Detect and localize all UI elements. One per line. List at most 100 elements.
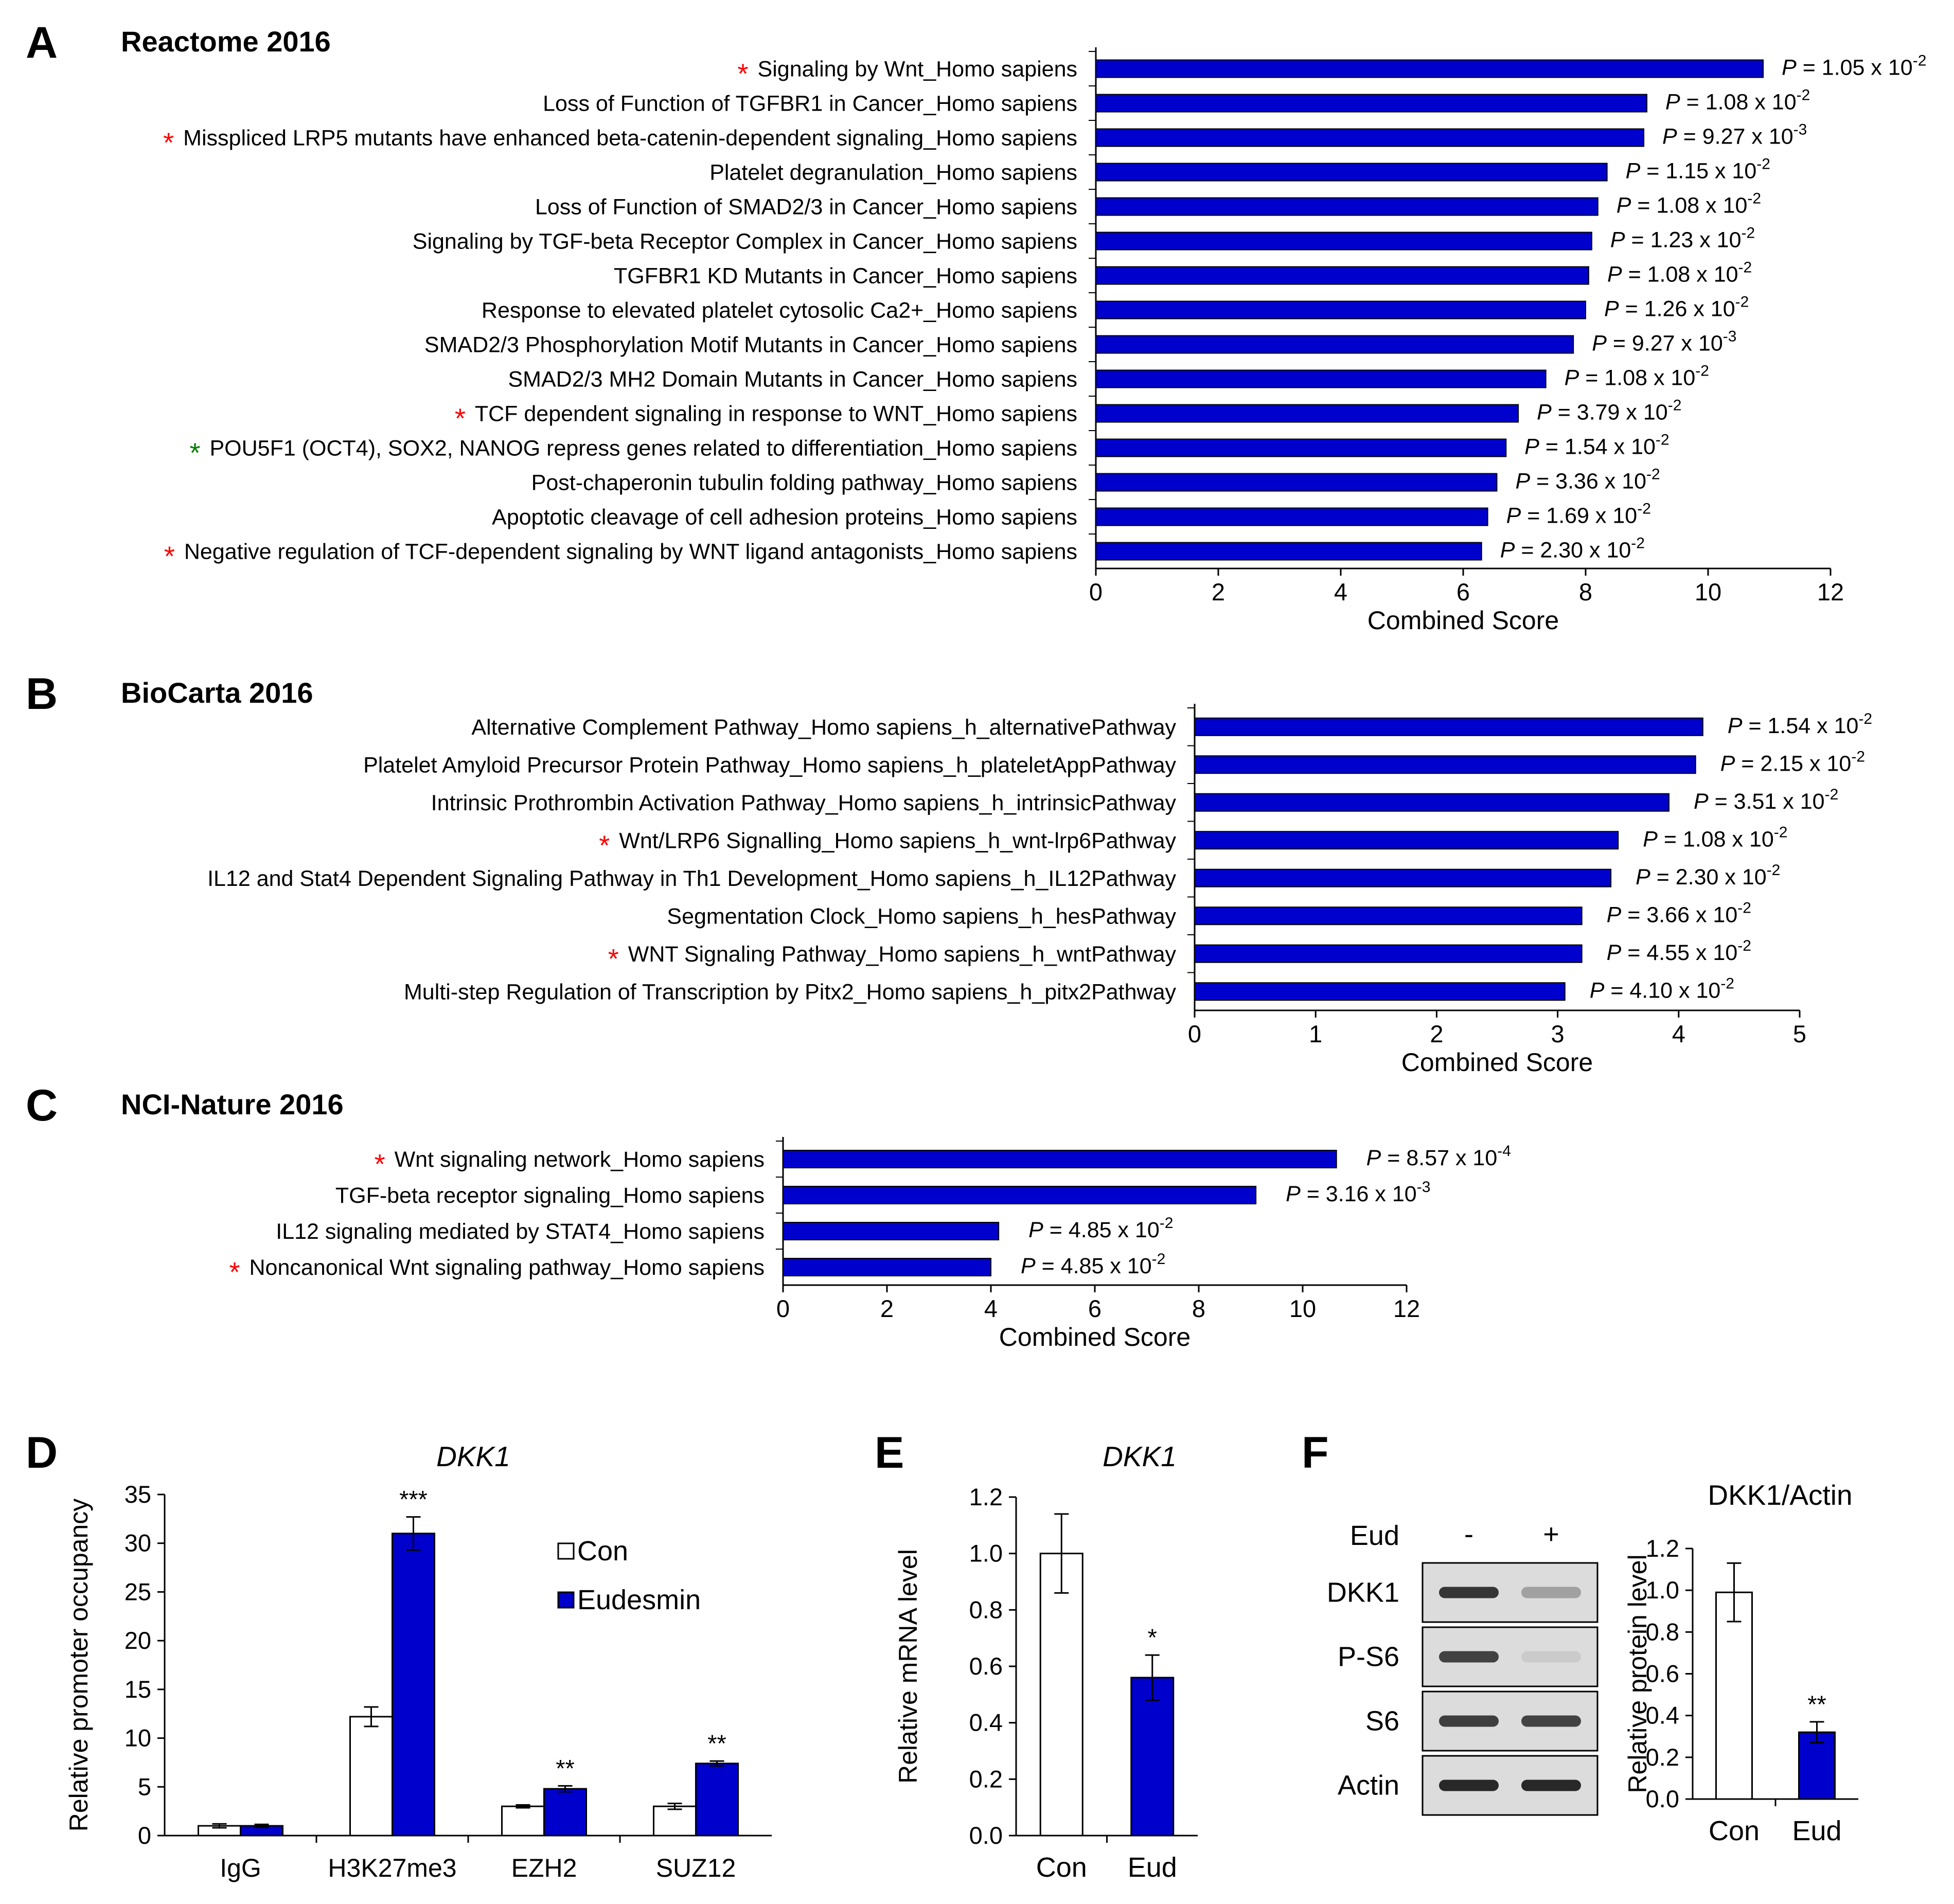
blot-lane-sign: + bbox=[1543, 1519, 1559, 1550]
x-tick-label: 6 bbox=[1456, 578, 1470, 606]
bar-con bbox=[501, 1805, 545, 1837]
p-value-label: P = 1.05 x 10-2 bbox=[1782, 52, 1926, 80]
category-label: Segmentation Clock_Homo sapiens_h_hesPat… bbox=[667, 904, 1176, 929]
panel-letter-b: B bbox=[26, 669, 58, 719]
blot-band bbox=[1439, 1587, 1499, 1598]
x-tick-label: 1 bbox=[1309, 1020, 1322, 1047]
category-label: POU5F1 (OCT4), SOX2, NANOG repress genes… bbox=[209, 436, 1077, 461]
panel-title-a: Reactome 2016 bbox=[121, 25, 331, 58]
y-tick-label: 30 bbox=[125, 1529, 151, 1557]
bar bbox=[1194, 906, 1583, 926]
significance-star: * bbox=[163, 128, 174, 158]
x-tick-label: 2 bbox=[1212, 578, 1225, 606]
significance-mark: * bbox=[1148, 1624, 1157, 1651]
bar bbox=[1095, 507, 1488, 526]
bar bbox=[1194, 944, 1583, 963]
bar bbox=[1095, 438, 1507, 457]
p-value-label: P = 2.30 x 10-2 bbox=[1636, 862, 1780, 889]
category-label: Platelet degranulation_Homo sapiens bbox=[709, 161, 1077, 185]
panel-e-gene-title: DKK1 bbox=[1103, 1440, 1177, 1472]
x-tick-label: 6 bbox=[1088, 1295, 1102, 1322]
y-axis-title: Relative promoter occupancy bbox=[64, 1499, 93, 1832]
x-category-label: EZH2 bbox=[511, 1854, 577, 1882]
p-value-label: P = 3.66 x 10-2 bbox=[1607, 899, 1751, 927]
blot-band bbox=[1521, 1587, 1581, 1598]
significance-star: * bbox=[164, 541, 175, 572]
y-tick-label: 15 bbox=[125, 1676, 151, 1703]
category-label: Loss of Function of SMAD2/3 in Cancer_Ho… bbox=[535, 195, 1077, 220]
p-value-label: P = 9.27 x 10-3 bbox=[1662, 121, 1807, 149]
biocarta-bar-chart: 0 1 2 3 4 5 Combined Score Alternative Compleme… bbox=[207, 704, 1872, 1077]
legend-label-eudesmin: Eudesmin bbox=[577, 1585, 701, 1615]
p-value-label: P = 1.23 x 10-2 bbox=[1610, 225, 1755, 253]
category-label: Response to elevated platelet cytosolic … bbox=[482, 298, 1077, 323]
y-tick-label: 5 bbox=[138, 1773, 151, 1800]
bar bbox=[1095, 128, 1645, 147]
significance-star: * bbox=[229, 1257, 240, 1288]
panel-title-b: BioCarta 2016 bbox=[121, 677, 313, 709]
category-label: IL12 signaling mediated by STAT4_Homo sa… bbox=[276, 1219, 765, 1244]
x-category-label: Con bbox=[1709, 1816, 1760, 1846]
western-blot: Eud - + DKK1 P-S6 S6 Actin bbox=[1327, 1519, 1598, 1816]
category-label: Signaling by TGF-beta Receptor Complex i… bbox=[413, 229, 1077, 254]
p-value-label: P = 4.85 x 10-2 bbox=[1021, 1251, 1165, 1278]
bar bbox=[1095, 369, 1547, 388]
x-tick-label: 12 bbox=[1393, 1295, 1420, 1322]
category-label: Loss of Function of TGFBR1 in Cancer_Hom… bbox=[543, 92, 1077, 116]
bar bbox=[783, 1258, 991, 1276]
p-value-label: P = 1.08 x 10-2 bbox=[1565, 363, 1709, 390]
category-label: Platelet Amyloid Precursor Protein Pathw… bbox=[363, 753, 1176, 777]
p-value-label: P = 1.08 x 10-2 bbox=[1665, 87, 1810, 115]
p-value-label: P = 1.15 x 10-2 bbox=[1626, 156, 1770, 184]
bar-eud bbox=[1130, 1677, 1175, 1837]
category-label: Wnt signaling network_Homo sapiens bbox=[395, 1147, 765, 1172]
bar bbox=[1095, 404, 1519, 423]
y-tick-label: 1.0 bbox=[1646, 1576, 1679, 1604]
bar bbox=[1095, 59, 1764, 78]
legend-swatch-con bbox=[557, 1542, 575, 1560]
bar bbox=[783, 1150, 1337, 1168]
x-axis-title: Combined Score bbox=[1401, 1048, 1593, 1077]
y-tick-label: 1.2 bbox=[1646, 1535, 1679, 1562]
category-label: Apoptotic cleavage of cell adhesion prot… bbox=[492, 505, 1077, 530]
p-value-label: P = 1.08 x 10-2 bbox=[1643, 824, 1787, 851]
category-label: Multi-step Regulation of Transcription b… bbox=[404, 980, 1177, 1004]
y-tick-label: 0.0 bbox=[969, 1822, 1003, 1849]
x-tick-label: 0 bbox=[776, 1295, 790, 1322]
x-tick-label: 10 bbox=[1289, 1295, 1316, 1322]
x-tick-label: 4 bbox=[1334, 578, 1347, 606]
significance-mark: ** bbox=[556, 1754, 575, 1782]
y-tick-label: 0.0 bbox=[1646, 1785, 1679, 1812]
y-tick-label: 0.6 bbox=[969, 1652, 1003, 1680]
significance-star: * bbox=[599, 830, 610, 861]
x-tick-label: 8 bbox=[1192, 1295, 1205, 1322]
mrna-level-chart: 0.0 0.2 0.4 0.6 0.8 1.0 1.2 Relative mRNA level… bbox=[894, 1483, 1198, 1883]
y-tick-label: 0 bbox=[138, 1822, 151, 1849]
bar bbox=[783, 1222, 1000, 1240]
x-category-label: Eud bbox=[1792, 1816, 1841, 1846]
p-value-label: P = 4.10 x 10-2 bbox=[1590, 975, 1734, 1003]
bar bbox=[1194, 755, 1696, 774]
category-label: IL12 and Stat4 Dependent Signaling Pathw… bbox=[207, 866, 1176, 891]
panel-letter-d: D bbox=[26, 1428, 58, 1478]
category-label: TGFBR1 KD Mutants in Cancer_Homo sapiens bbox=[614, 264, 1077, 289]
y-tick-label: 0.2 bbox=[969, 1765, 1003, 1792]
category-label: Intrinsic Prothrombin Activation Pathway… bbox=[431, 791, 1177, 815]
bar-eudesmin bbox=[543, 1788, 587, 1837]
blot-band bbox=[1439, 1651, 1499, 1663]
category-label: Post-chaperonin tubulin folding pathway_… bbox=[531, 471, 1077, 495]
bar bbox=[783, 1186, 1257, 1204]
x-category-label: IgG bbox=[220, 1854, 261, 1882]
blot-band bbox=[1521, 1780, 1581, 1791]
blot-row-label: DKK1 bbox=[1327, 1577, 1399, 1608]
bar-con bbox=[1039, 1553, 1083, 1837]
bar bbox=[1095, 94, 1647, 113]
bar bbox=[1194, 717, 1703, 736]
p-value-label: P = 1.69 x 10-2 bbox=[1506, 501, 1651, 528]
category-label: TCF dependent signaling in response to W… bbox=[475, 402, 1077, 426]
p-value-label: P = 4.85 x 10-2 bbox=[1028, 1215, 1173, 1242]
blot-band bbox=[1521, 1651, 1581, 1663]
x-tick-label: 0 bbox=[1089, 578, 1103, 606]
y-tick-label: 35 bbox=[125, 1481, 151, 1508]
